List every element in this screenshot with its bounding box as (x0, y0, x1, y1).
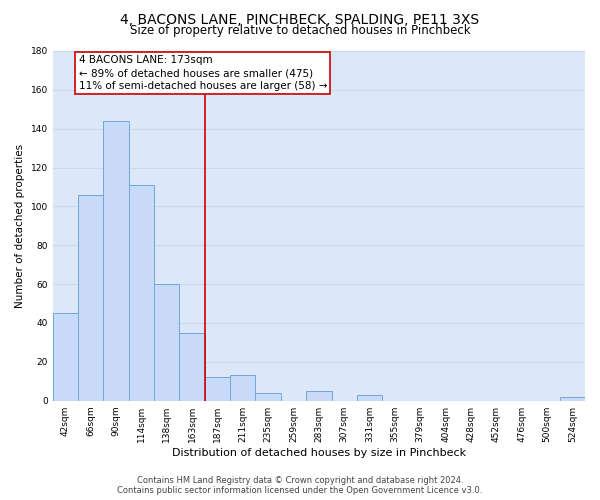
Text: Contains HM Land Registry data © Crown copyright and database right 2024.
Contai: Contains HM Land Registry data © Crown c… (118, 476, 482, 495)
Text: 4 BACONS LANE: 173sqm
← 89% of detached houses are smaller (475)
11% of semi-det: 4 BACONS LANE: 173sqm ← 89% of detached … (79, 55, 327, 92)
Bar (103, 121, 129, 400)
Text: Size of property relative to detached houses in Pinchbeck: Size of property relative to detached ho… (130, 24, 470, 37)
Bar (306, 391, 332, 400)
Bar (53, 314, 78, 400)
Bar (179, 332, 205, 400)
Y-axis label: Number of detached properties: Number of detached properties (15, 144, 25, 308)
Bar (78, 195, 103, 400)
Bar (256, 393, 281, 400)
Text: 4, BACONS LANE, PINCHBECK, SPALDING, PE11 3XS: 4, BACONS LANE, PINCHBECK, SPALDING, PE1… (121, 12, 479, 26)
Bar (129, 185, 154, 400)
Bar (205, 378, 230, 400)
Bar (560, 397, 585, 400)
Bar (154, 284, 179, 401)
Bar (357, 395, 382, 400)
X-axis label: Distribution of detached houses by size in Pinchbeck: Distribution of detached houses by size … (172, 448, 466, 458)
Bar (230, 376, 256, 400)
